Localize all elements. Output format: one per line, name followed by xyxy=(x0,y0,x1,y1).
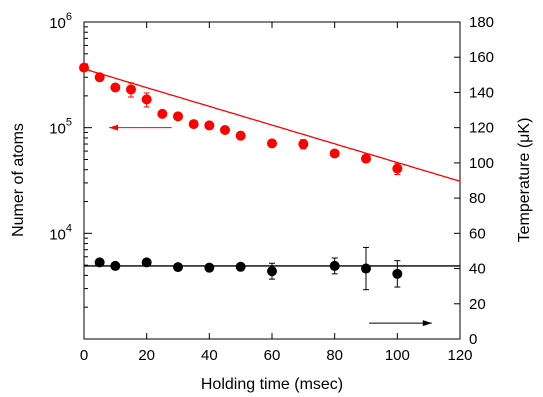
y-left-tick-exponent: 5 xyxy=(66,117,72,129)
temperature-point xyxy=(173,262,183,273)
arrow-head xyxy=(109,124,119,131)
y-right-tick-label: 20 xyxy=(469,296,486,313)
x-tick-label: 120 xyxy=(447,347,472,364)
plot-frame xyxy=(83,21,461,340)
y-right-tick-label: 160 xyxy=(469,49,494,66)
y-left-tick-base: 10 xyxy=(49,121,66,138)
x-tick-label: 60 xyxy=(264,347,281,364)
x-tick-label: 100 xyxy=(385,347,410,364)
y-left-tick-base: 10 xyxy=(49,226,66,243)
y-left-tick-label: 104 xyxy=(49,222,72,243)
y-right-tick-label: 100 xyxy=(469,155,494,172)
temperature-point xyxy=(94,257,105,268)
x-tick-label: 40 xyxy=(201,347,218,364)
y-right-tick-label: 180 xyxy=(469,14,494,31)
axis-arrows xyxy=(109,124,432,327)
y-right-tick-label: 0 xyxy=(469,331,477,348)
y-left-tick-base: 10 xyxy=(49,15,66,32)
y-left-tick-label: 106 xyxy=(49,11,72,32)
atom-number-point xyxy=(220,125,230,136)
y-right-tick-label: 80 xyxy=(469,190,486,207)
y-right-tick-label: 40 xyxy=(469,261,486,278)
temperature-point xyxy=(267,266,277,277)
atom-number-point xyxy=(361,153,371,164)
atom-number-point xyxy=(235,130,246,141)
atom-number-point xyxy=(204,120,215,131)
temperature-point xyxy=(392,268,403,279)
atom-number-point xyxy=(267,138,277,149)
x-tick-label: 20 xyxy=(138,347,155,364)
atom-number-point xyxy=(79,62,89,73)
y-left-tick-label: 105 xyxy=(49,117,72,138)
atom-number-point xyxy=(329,148,340,159)
temperature-point xyxy=(361,263,371,274)
temperature-point xyxy=(110,260,121,271)
atom-number-point xyxy=(392,163,403,174)
y-axis-left-label: Numer of atoms xyxy=(10,123,27,237)
temperature-point xyxy=(329,260,340,271)
y-left-tick-exponent: 4 xyxy=(66,222,72,234)
y-right-tick-label: 60 xyxy=(469,225,486,242)
atom-number-point xyxy=(188,119,199,130)
temperature-point xyxy=(235,261,246,272)
tick-labels: 0 20 40 60 80 100 1201041051060204060801001201… xyxy=(49,11,494,364)
atom-number-point xyxy=(126,84,136,95)
temperature-point xyxy=(141,257,152,268)
y-right-tick-label: 140 xyxy=(469,84,494,101)
axis-ticks xyxy=(83,21,461,340)
fit-lines xyxy=(83,68,461,267)
atom-number-point xyxy=(94,72,105,83)
temperature-point xyxy=(204,262,215,273)
data-points xyxy=(79,62,403,291)
y-axis-right-label: Temperature (μK) xyxy=(516,118,533,243)
atom-number-point xyxy=(141,94,152,105)
y-right-tick-label: 120 xyxy=(469,120,494,137)
x-tick-label: 0 xyxy=(80,347,88,364)
fit-line-left xyxy=(83,68,461,184)
atom-number-point xyxy=(157,108,168,119)
x-tick-label: 80 xyxy=(326,347,343,364)
arrow-head xyxy=(422,320,432,327)
atom-number-point xyxy=(110,82,121,93)
atom-number-point xyxy=(173,111,183,122)
atom-number-point xyxy=(298,139,309,150)
y-left-tick-exponent: 6 xyxy=(66,11,72,23)
x-axis-label: Holding time (msec) xyxy=(201,376,343,393)
